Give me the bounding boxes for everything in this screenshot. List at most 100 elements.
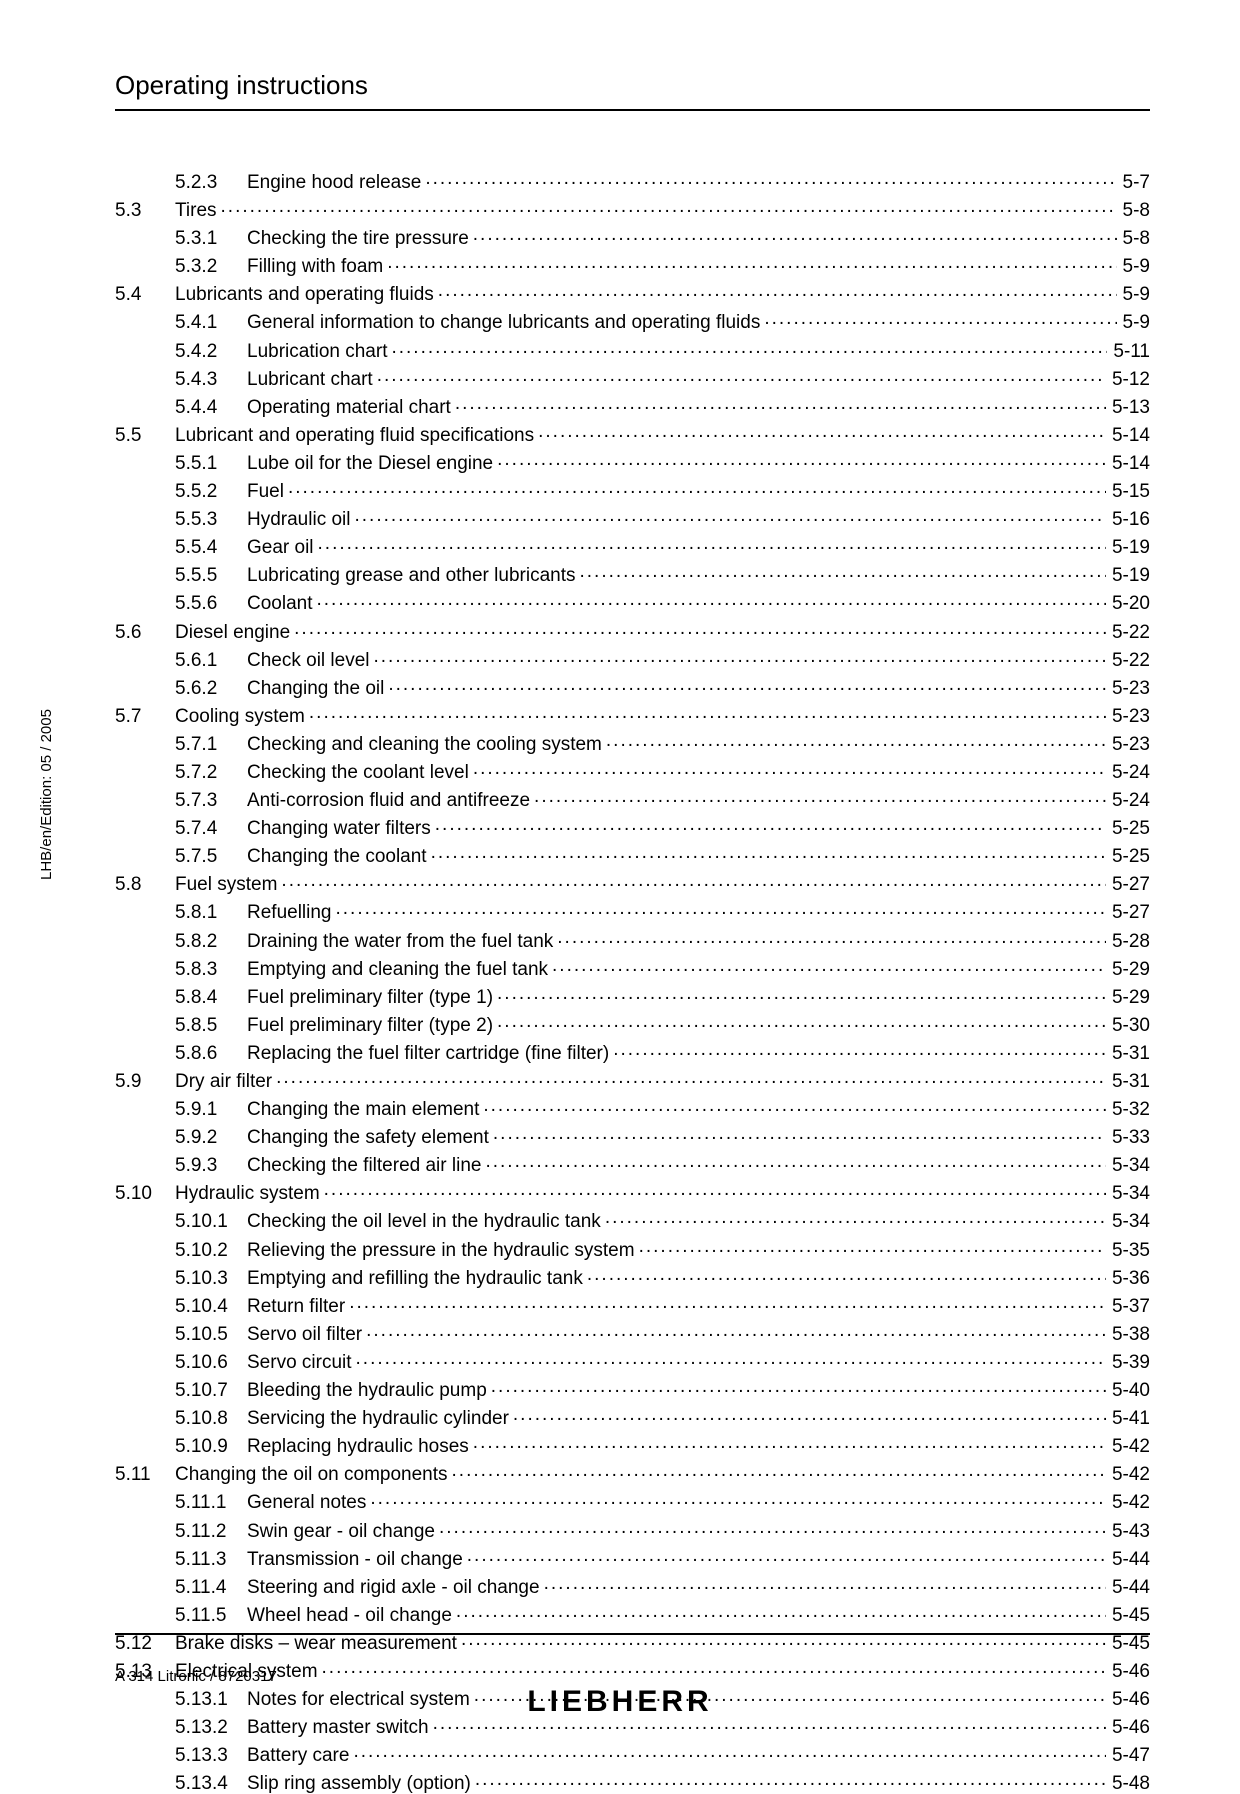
- toc-page-number: 5-47: [1106, 1746, 1150, 1765]
- toc-line: 5.13.4Slip ring assembly (option) 5-48: [115, 1770, 1150, 1793]
- toc-entry-title: Fuel system: [175, 875, 281, 894]
- toc-entry-title: Check oil level: [247, 651, 374, 670]
- toc-line: 5.5Lubricant and operating fluid specifi…: [115, 422, 1150, 445]
- toc-leader-dots: [579, 562, 1105, 581]
- toc-page-number: 5-22: [1106, 623, 1150, 642]
- toc-page-number: 5-31: [1106, 1072, 1150, 1091]
- toc-page-number: 5-48: [1106, 1774, 1150, 1793]
- toc-entry-title: Slip ring assembly (option): [247, 1774, 475, 1793]
- toc-entry-title: Fuel preliminary filter (type 1): [247, 988, 497, 1007]
- toc-subsection-number: 5.8.1: [175, 903, 247, 922]
- toc-subsection-number: 5.4.2: [175, 342, 247, 361]
- toc-section-number: 5.4: [115, 285, 175, 304]
- toc-page-number: 5-42: [1106, 1465, 1150, 1484]
- toc-leader-dots: [455, 394, 1106, 413]
- toc-leader-dots: [544, 1574, 1106, 1593]
- toc-subsection-number: 5.13.2: [175, 1718, 247, 1737]
- toc-page-number: 5-24: [1106, 763, 1150, 782]
- toc-entry-title: Lubricant and operating fluid specificat…: [175, 426, 538, 445]
- toc-subsection-number: 5.9.3: [175, 1156, 247, 1175]
- toc-line: 5.9.3Checking the filtered air line 5-34: [115, 1152, 1150, 1175]
- toc-page-number: 5-8: [1117, 229, 1150, 248]
- toc-subsection-number: 5.10.9: [175, 1437, 247, 1456]
- toc-leader-dots: [467, 1546, 1106, 1565]
- toc-line: 5.6Diesel engine 5-22: [115, 619, 1150, 642]
- toc-subsection-number: 5.3.1: [175, 229, 247, 248]
- toc-entry-title: Checking the tire pressure: [247, 229, 473, 248]
- toc-subsection-number: 5.8.6: [175, 1044, 247, 1063]
- toc-subsection-number: 5.10.7: [175, 1381, 247, 1400]
- toc-leader-dots: [452, 1461, 1106, 1480]
- toc-entry-title: Servicing the hydraulic cylinder: [247, 1409, 513, 1428]
- toc-page-number: 5-39: [1106, 1353, 1150, 1372]
- toc-subsection-number: 5.2.3: [175, 173, 247, 192]
- toc-leader-dots: [391, 338, 1107, 357]
- toc-entry-title: Lubrication chart: [247, 342, 391, 361]
- toc-entry-title: Transmission - oil change: [247, 1550, 467, 1569]
- toc-page-number: 5-11: [1107, 342, 1150, 361]
- toc-leader-dots: [354, 506, 1105, 525]
- toc-leader-dots: [281, 871, 1106, 890]
- toc-subsection-number: 5.8.3: [175, 960, 247, 979]
- toc-line: 5.5.5Lubricating grease and other lubric…: [115, 562, 1150, 585]
- toc-page-number: 5-43: [1106, 1522, 1150, 1541]
- page-header-title: Operating instructions: [115, 70, 1150, 101]
- toc-subsection-number: 5.7.5: [175, 847, 247, 866]
- toc-subsection-number: 5.5.6: [175, 594, 247, 613]
- toc-entry-title: Emptying and cleaning the fuel tank: [247, 960, 552, 979]
- toc-page-number: 5-29: [1106, 960, 1150, 979]
- toc-leader-dots: [491, 1377, 1106, 1396]
- toc-subsection-number: 5.4.1: [175, 313, 247, 332]
- toc-leader-dots: [349, 1293, 1106, 1312]
- toc-entry-title: Lubricating grease and other lubricants: [247, 566, 579, 585]
- toc-leader-dots: [473, 1433, 1106, 1452]
- toc-leader-dots: [605, 1208, 1106, 1227]
- toc-entry-title: Lubricant chart: [247, 370, 377, 389]
- toc-subsection-number: 5.10.2: [175, 1241, 247, 1260]
- toc-line: 5.11.4Steering and rigid axle - oil chan…: [115, 1574, 1150, 1597]
- footer-product-id: A 314 Litronic / 8720317: [115, 1668, 277, 1685]
- toc-leader-dots: [336, 899, 1106, 918]
- toc-entry-title: Operating material chart: [247, 398, 455, 417]
- toc-leader-dots: [388, 675, 1106, 694]
- toc-leader-dots: [435, 815, 1106, 834]
- edition-side-text: LHB/en/Edition: 05 / 2005: [38, 709, 55, 880]
- toc-entry-title: Servo circuit: [247, 1353, 356, 1372]
- toc-entry-title: Engine hood release: [247, 173, 425, 192]
- toc-entry-title: Return filter: [247, 1297, 349, 1316]
- toc-entry-title: Emptying and refilling the hydraulic tan…: [247, 1269, 587, 1288]
- toc-line: 5.8Fuel system 5-27: [115, 871, 1150, 894]
- toc-entry-title: Swin gear - oil change: [247, 1522, 439, 1541]
- toc-entry-title: Servo oil filter: [247, 1325, 366, 1344]
- toc-leader-dots: [513, 1405, 1106, 1424]
- toc-subsection-number: 5.6.1: [175, 651, 247, 670]
- toc-subsection-number: 5.5.4: [175, 538, 247, 557]
- toc-line: 5.5.2Fuel 5-15: [115, 478, 1150, 501]
- brand-logo: LIEBHERR: [527, 1685, 712, 1719]
- toc-leader-dots: [473, 225, 1117, 244]
- toc-subsection-number: 5.5.5: [175, 566, 247, 585]
- toc-leader-dots: [431, 843, 1106, 862]
- toc-page-number: 5-32: [1106, 1100, 1150, 1119]
- toc-page-number: 5-30: [1106, 1016, 1150, 1035]
- toc-line: 5.10.9Replacing hydraulic hoses 5-42: [115, 1433, 1150, 1456]
- toc-line: 5.5.6Coolant 5-20: [115, 590, 1150, 613]
- toc-line: 5.10.6Servo circuit 5-39: [115, 1349, 1150, 1372]
- toc-page-number: 5-34: [1106, 1184, 1150, 1203]
- toc-entry-title: Dry air filter: [175, 1072, 276, 1091]
- toc-page-number: 5-46: [1106, 1690, 1150, 1709]
- toc-entry-title: Changing the oil on components: [175, 1465, 452, 1484]
- toc-subsection-number: 5.13.3: [175, 1746, 247, 1765]
- toc-page-number: 5-19: [1106, 538, 1150, 557]
- toc-page-number: 5-44: [1106, 1550, 1150, 1569]
- toc-line: 5.3.2Filling with foam 5-9: [115, 253, 1150, 276]
- toc-line: 5.10.5Servo oil filter 5-38: [115, 1321, 1150, 1344]
- toc-line: 5.8.6Replacing the fuel filter cartridge…: [115, 1040, 1150, 1063]
- toc-page-number: 5-45: [1106, 1634, 1150, 1653]
- toc-entry-title: Checking the coolant level: [247, 763, 473, 782]
- toc-subsection-number: 5.9.2: [175, 1128, 247, 1147]
- toc-page-number: 5-14: [1106, 426, 1150, 445]
- toc-subsection-number: 5.10.5: [175, 1325, 247, 1344]
- toc-page-number: 5-9: [1117, 285, 1150, 304]
- toc-line: 5.10.1Checking the oil level in the hydr…: [115, 1208, 1150, 1231]
